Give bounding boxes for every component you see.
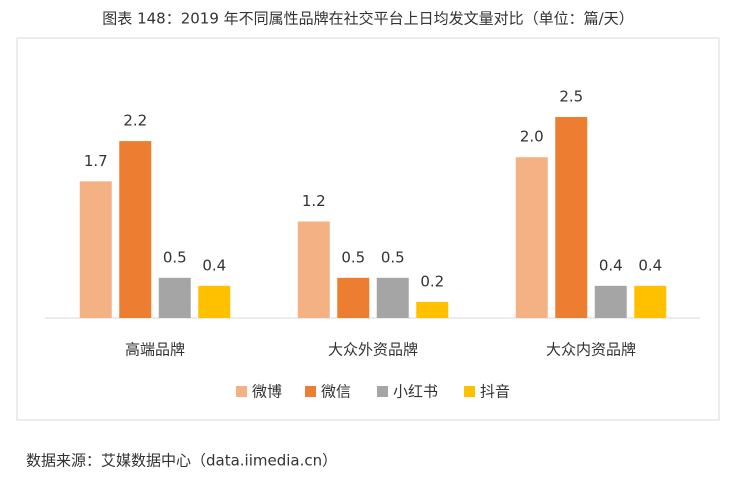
chart-title: 图表 148：2019 年不同属性品牌在社交平台上日均发文量对比（单位：篇/天）	[102, 10, 633, 28]
bar	[594, 285, 627, 318]
bar	[555, 117, 588, 318]
bar	[79, 181, 112, 318]
legend-label: 小红书	[393, 383, 438, 401]
value-label: 0.5	[163, 248, 187, 266]
bar	[376, 277, 409, 318]
value-label: 0.5	[381, 248, 405, 266]
value-label: 0.4	[202, 256, 226, 274]
legend-swatch	[464, 386, 475, 397]
legend-swatch	[236, 386, 247, 397]
value-label: 2.2	[123, 112, 147, 130]
bar	[416, 301, 449, 318]
x-tick-label: 大众内资品牌	[546, 341, 636, 359]
value-label: 2.5	[559, 88, 583, 106]
chart-frame	[16, 37, 720, 421]
bar	[297, 221, 330, 318]
value-label: 0.2	[420, 272, 444, 290]
source: 数据来源：艾媒数据中心（data.iimedia.cn）	[26, 452, 337, 470]
bar	[119, 141, 152, 318]
value-label: 0.4	[599, 256, 623, 274]
bar	[158, 277, 191, 318]
value-label: 1.7	[84, 152, 108, 170]
legend-swatch	[377, 386, 388, 397]
x-tick-label: 高端品牌	[125, 341, 185, 359]
legend-label: 微信	[321, 383, 351, 401]
value-label: 2.0	[520, 128, 544, 146]
bar	[337, 277, 370, 318]
value-label: 1.2	[302, 192, 326, 210]
legend-swatch	[305, 386, 316, 397]
bar	[198, 285, 231, 318]
x-tick-label: 大众外资品牌	[328, 341, 418, 359]
bar	[515, 157, 548, 318]
legend-label: 抖音	[480, 383, 510, 401]
value-label: 0.5	[341, 248, 365, 266]
bar	[634, 285, 667, 318]
legend-label: 微博	[252, 383, 282, 401]
value-label: 0.4	[638, 256, 662, 274]
